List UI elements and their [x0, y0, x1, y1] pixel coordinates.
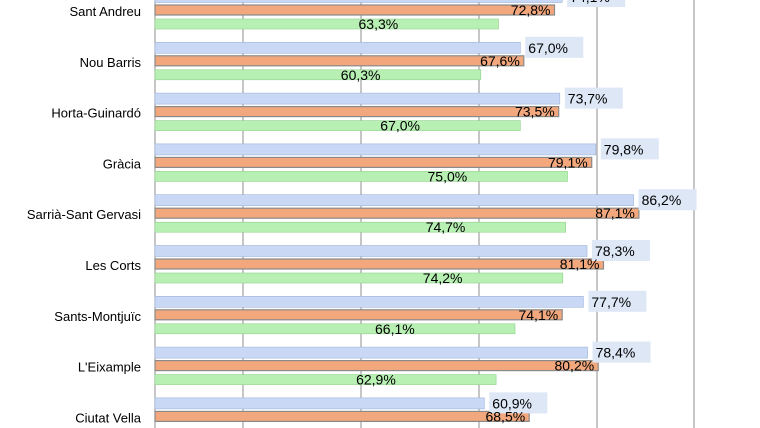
data-label-s0-c4: 86,2% — [642, 192, 682, 208]
bar-s1-c7 — [154, 360, 599, 372]
bar-s0-c0 — [154, 0, 563, 3]
bar-s1-c6 — [154, 309, 563, 321]
data-label-bg-s0-c0 — [567, 0, 626, 7]
data-label-s2-c6: 66,1% — [375, 321, 415, 337]
bar-s2-c7 — [154, 374, 497, 385]
bar-s1-c4 — [154, 207, 640, 219]
category-label-6: Sants-Montjuïc — [54, 309, 141, 324]
data-label-s0-c2: 73,7% — [568, 91, 608, 107]
category-label-1: Nou Barris — [80, 55, 142, 70]
category-label-8: Ciutat Vella — [75, 410, 142, 425]
data-label-s2-c1: 60,3% — [341, 67, 381, 83]
data-label-s1-c4: 87,1% — [595, 205, 635, 221]
data-label-s0-c8: 60,9% — [492, 395, 532, 411]
data-label-bg-s0-c2 — [564, 87, 623, 109]
data-label-bg-s0-c7 — [592, 341, 651, 363]
bar-s1-c5 — [154, 258, 605, 270]
data-label-s1-c5: 81,1% — [560, 256, 600, 272]
data-label-bg-s0-c5 — [591, 240, 650, 261]
data-label-s1-c0: 72,8% — [511, 2, 551, 18]
bar-s0-c3 — [154, 143, 597, 156]
category-label-2: Horta-Guinardó — [51, 106, 141, 121]
data-label-s1-c6: 74,1% — [518, 307, 558, 323]
data-label-s2-c3: 75,0% — [428, 168, 468, 184]
bar-s2-c1 — [154, 69, 482, 81]
data-label-s2-c2: 67,0% — [380, 118, 420, 134]
data-label-s0-c5: 78,3% — [595, 243, 635, 259]
data-label-s0-c6: 77,7% — [591, 294, 631, 310]
data-label-s0-c1: 67,0% — [528, 40, 568, 56]
category-label-4: Sarrià-Sant Gervasi — [27, 207, 141, 222]
category-label-5: Les Corts — [85, 258, 141, 273]
bar-s1-c3 — [154, 156, 593, 168]
data-label-bg-s0-c6 — [588, 290, 647, 312]
bar-s2-c0 — [154, 18, 499, 30]
data-label-s2-c5: 74,2% — [423, 270, 463, 286]
data-label-s1-c3: 79,1% — [548, 154, 588, 170]
category-label-0: Sant Andreu — [69, 4, 141, 19]
data-label-s0-c3: 79,8% — [604, 141, 644, 157]
bar-s1-c1 — [154, 55, 525, 67]
bar-s0-c8 — [154, 397, 485, 410]
data-label-s0-c0: 74,1% — [570, 0, 610, 5]
data-label-bg-s0-c4 — [638, 189, 697, 211]
data-label-s0-c7: 78,4% — [596, 345, 636, 361]
data-label-s1-c2: 73,5% — [515, 104, 555, 120]
data-label-bg-s0-c3 — [600, 138, 659, 160]
bar-s0-c5 — [154, 245, 588, 257]
data-label-bg-s0-c8 — [489, 392, 548, 414]
data-label-s1-c7: 80,2% — [554, 358, 594, 374]
bar-s2-c6 — [154, 323, 516, 335]
category-label-3: Gràcia — [103, 156, 142, 171]
bar-s0-c1 — [154, 41, 521, 54]
data-label-s2-c7: 62,9% — [356, 372, 396, 388]
data-label-s2-c4: 74,7% — [426, 219, 466, 235]
bar-s1-c2 — [154, 105, 560, 118]
bar-s0-c2 — [154, 92, 561, 105]
bar-s2-c2 — [154, 120, 521, 131]
data-label-s1-c1: 67,6% — [480, 53, 520, 69]
bar-s2-c3 — [154, 171, 568, 182]
bar-s0-c4 — [154, 194, 634, 206]
category-label-7: L'Eixample — [78, 360, 141, 375]
bar-s0-c6 — [154, 295, 584, 308]
bar-s2-c4 — [154, 221, 567, 233]
data-label-s1-c8: 68,5% — [485, 408, 525, 424]
bar-s2-c5 — [154, 272, 564, 284]
bar-s0-c7 — [154, 346, 588, 359]
data-label-bg-s0-c1 — [525, 36, 584, 58]
data-label-s2-c0: 63,3% — [359, 16, 399, 32]
bar-s1-c8 — [154, 410, 530, 422]
bar-s1-c0 — [154, 4, 556, 16]
